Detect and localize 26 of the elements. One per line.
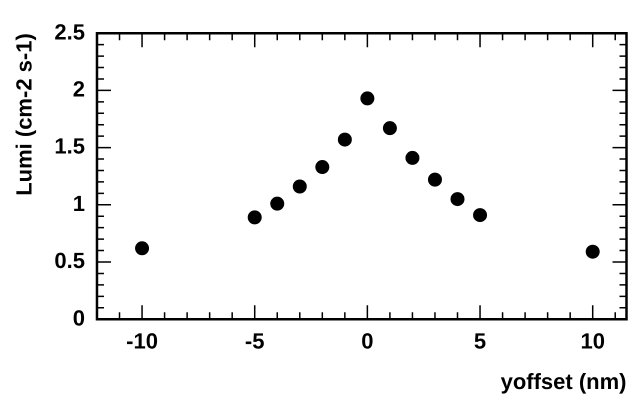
point <box>360 91 374 106</box>
y-tick-label: 2 <box>72 76 85 102</box>
y-axis-title: Lumi (cm-2 s-1) <box>11 33 36 196</box>
point <box>473 208 488 222</box>
x-tick-label: 5 <box>474 328 486 354</box>
point <box>450 192 465 206</box>
y-tick-label: 0.5 <box>54 248 85 274</box>
point <box>135 241 150 256</box>
point <box>338 132 352 147</box>
point <box>248 210 262 224</box>
y-tick-label: 1 <box>72 190 85 216</box>
point <box>428 172 442 187</box>
y-tick-label: 2.5 <box>54 19 85 44</box>
x-tick-label: -5 <box>244 328 264 354</box>
point <box>270 196 284 211</box>
point <box>292 179 307 194</box>
x-axis-title: yoffset (nm) <box>500 368 626 394</box>
x-tick-label: 0 <box>361 328 374 354</box>
y-tick-label: 0 <box>72 305 85 330</box>
point <box>382 121 397 136</box>
x-tick-label: 10 <box>580 328 605 354</box>
point <box>405 150 420 165</box>
y-tick-label: 1.5 <box>54 134 85 159</box>
point <box>586 244 600 259</box>
x-tick-label: -10 <box>126 328 158 354</box>
point <box>315 160 330 174</box>
